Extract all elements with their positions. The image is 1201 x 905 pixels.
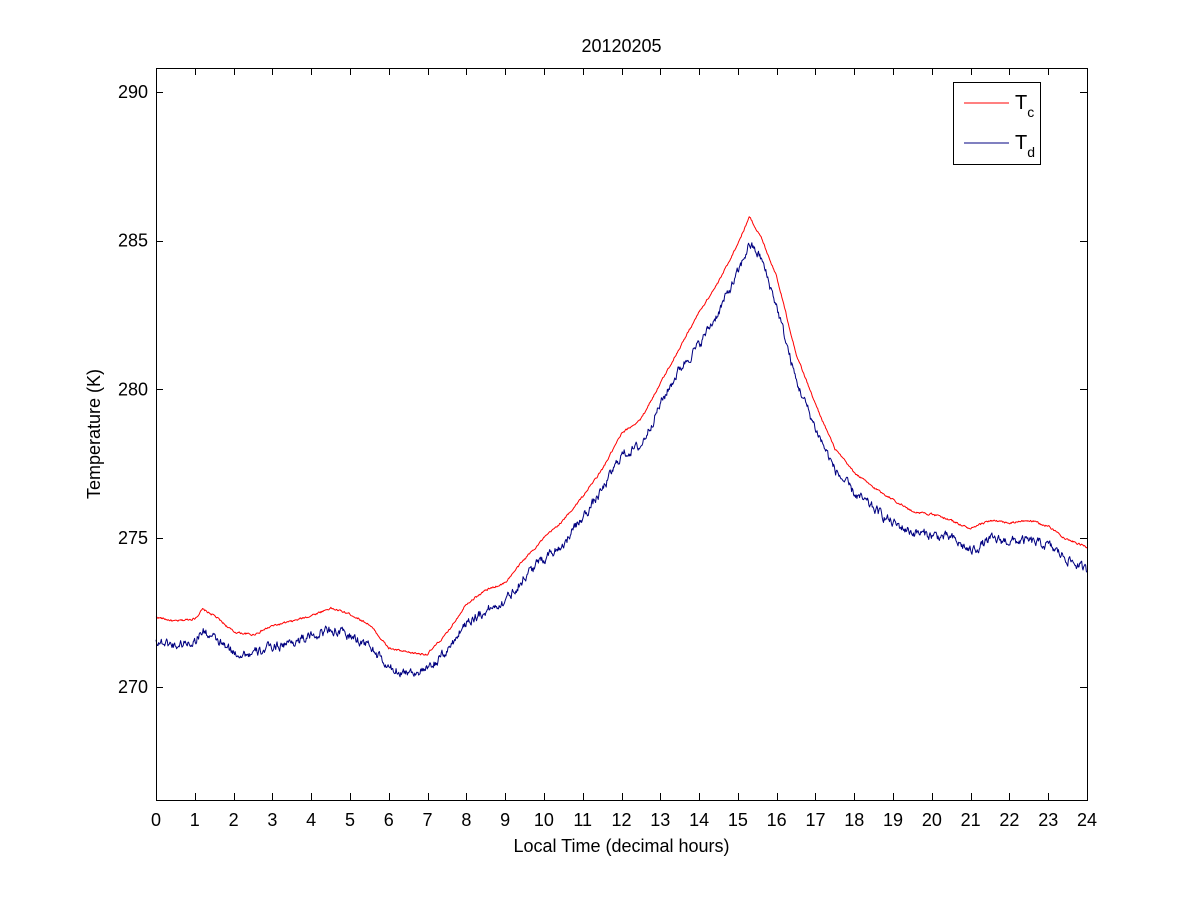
chart-title: 20120205 [581,36,661,56]
x-axis-label: Local Time (decimal hours) [513,836,729,856]
x-tick-label: 10 [534,810,554,830]
legend-label-subscript: d [1027,144,1035,160]
x-tick-label: 7 [423,810,433,830]
x-tick-label: 4 [306,810,316,830]
x-tick-label: 19 [883,810,903,830]
x-tick-label: 13 [650,810,670,830]
legend-box [953,82,1041,165]
x-tick-label: 2 [229,810,239,830]
x-tick-label: 6 [384,810,394,830]
y-tick-label: 280 [118,379,148,399]
legend-label: Tc [1015,92,1034,120]
x-tick-label: 22 [999,810,1019,830]
x-tick-label: 1 [190,810,200,830]
x-tick-label: 21 [961,810,981,830]
x-tick-label: 9 [500,810,510,830]
x-tick-label: 17 [805,810,825,830]
x-tick-label: 20 [922,810,942,830]
x-tick-label: 0 [151,810,161,830]
x-tick-label: 8 [461,810,471,830]
x-tick-label: 24 [1077,810,1097,830]
series-layer [155,216,1088,678]
x-tick-label: 23 [1038,810,1058,830]
y-tick-label: 275 [118,528,148,548]
x-tick-label: 12 [611,810,631,830]
x-tick-label: 16 [767,810,787,830]
legend-label: Td [1015,132,1035,160]
legend-label-main: T [1015,92,1027,114]
y-tick-label: 270 [118,677,148,697]
x-tick-label: 3 [267,810,277,830]
ticks-layer: 0 1 2 3 4 5 6 7 8 9 10 11 12 13 14 15 16 17 18 19 20 21 22 23 24… [118,68,1097,830]
x-tick-label: 18 [844,810,864,830]
x-tick-label: 14 [689,810,709,830]
series-line-1 [155,242,1088,678]
series-line-0 [155,216,1088,656]
legend-label-main: T [1015,132,1027,154]
x-tick-label: 15 [728,810,748,830]
y-tick-label: 290 [118,82,148,102]
y-axis-label: Temperature (K) [84,369,104,499]
x-tick-label: 11 [573,810,592,830]
x-tick-label: 5 [345,810,355,830]
legend-label-subscript: c [1027,104,1034,120]
y-tick-label: 285 [118,231,148,251]
